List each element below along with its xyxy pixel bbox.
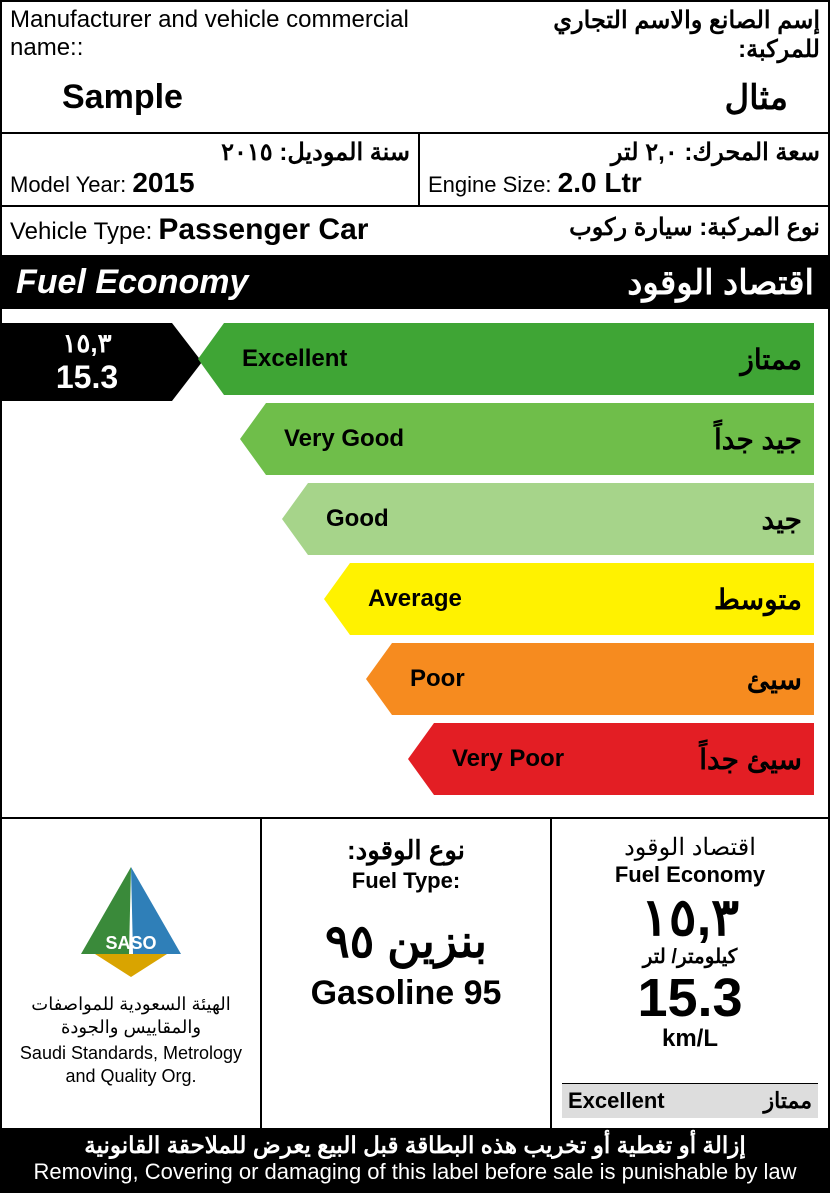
rating-bar-en: Very Good [284,425,404,453]
model-year-cell: سنة الموديل: ٢٠١٥ Model Year: 2015 [2,134,420,205]
rating-bar-body: Very Poor سيئ جداً [434,723,814,795]
rating-bar-en: Very Poor [452,745,564,773]
band-right: اقتصاد الوقود [627,263,814,303]
header-section: Manufacturer and vehicle commercial name… [2,2,828,134]
header-title-ar: إسم الصانع والاسم التجاري للمركبة: [475,6,820,64]
footer-warning: إزالة أو تغطية أو تخريب هذه البطاقة قبل … [2,1128,828,1191]
rating-bar-ar: سيئ [747,663,802,696]
footer-ar: إزالة أو تغطية أو تخريب هذه البطاقة قبل … [8,1132,822,1159]
vehicle-type-row: Vehicle Type: Passenger Car نوع المركبة:… [2,207,828,257]
rating-bar-arrow-icon [198,323,224,395]
fuel-label-en: Fuel Type: [272,868,540,894]
rating-bar-ar: ممتاز [740,343,802,376]
rating-bar-en: Good [326,505,389,533]
saso-org-en: Saudi Standards, Metrology and Quality O… [12,1042,250,1089]
rating-bar-ar: جيد [762,503,802,536]
rating-bar-arrow-icon [366,643,392,715]
fuel-economy-band: Fuel Economy اقتصاد الوقود [2,257,828,309]
rating-bar: Very Good جيد جداً [214,403,814,475]
footer-en: Removing, Covering or damaging of this l… [8,1159,822,1185]
badge-ar: ١٥,٣ [62,328,111,359]
economy-cell: اقتصاد الوقود Fuel Economy ١٥,٣ كيلومتر/… [552,819,828,1128]
economy-unit-en: km/L [662,1025,718,1053]
fuel-value-ar: بنزين ٩٥ [272,914,540,968]
rating-bar-arrow-icon [240,403,266,475]
rating-bar-en: Excellent [242,345,347,373]
rating-bar-arrow-icon [324,563,350,635]
header-title-en: Manufacturer and vehicle commercial name… [10,6,475,64]
band-left: Fuel Economy [16,263,248,303]
fuel-economy-label: Manufacturer and vehicle commercial name… [0,0,830,1193]
fuel-value-en: Gasoline 95 [272,974,540,1013]
saso-org-ar: الهيئة السعودية للمواصفات والمقاييس والج… [12,993,250,1040]
badge-en: 15.3 [56,359,118,396]
rating-bar-body: Poor سيئ [392,643,814,715]
saso-logo-text: SASO [105,933,156,953]
economy-label-ar: اقتصاد الوقود [624,833,756,862]
rating-bar: Excellent ممتاز [214,323,814,395]
rating-bars: Excellent ممتاز Very Good جيد جداً Good جيد Av… [214,323,814,803]
rating-bar: Very Poor سيئ جداً [214,723,814,795]
rating-badge: ١٥,٣ 15.3 [2,323,202,401]
model-year-label-en: Model Year: [10,172,126,197]
rating-bar-body: Excellent ممتاز [224,323,814,395]
economy-unit-ar: كيلومتر/ لتر [643,944,738,969]
rating-bar-ar: جيد جداً [714,423,802,456]
model-year-ar: سنة الموديل: ٢٠١٥ [10,138,410,167]
rating-bar-arrow-icon [282,483,308,555]
rating-bar-arrow-icon [408,723,434,795]
model-year-value: 2015 [132,167,194,198]
vehicle-type-value-en: Passenger Car [158,213,368,247]
saso-logo-icon: SASO [51,859,211,989]
vehicle-type-ar: نوع المركبة: سيارة ركوب [569,213,820,247]
rating-bar-body: Good جيد [308,483,814,555]
rating-bar: Average متوسط [214,563,814,635]
fuel-type-cell: نوع الوقود: Fuel Type: بنزين ٩٥ Gasoline… [262,819,552,1128]
rating-bar-en: Poor [410,665,465,693]
engine-value: 2.0 Ltr [558,167,642,198]
name-ar: مثال [724,78,788,118]
engine-cell: سعة المحرك: ٢,٠ لتر Engine Size: 2.0 Ltr [420,134,828,205]
engine-ar: سعة المحرك: ٢,٠ لتر [428,138,820,167]
rating-bar: Poor سيئ [214,643,814,715]
engine-label-en: Engine Size: [428,172,552,197]
rating-bar: Good جيد [214,483,814,555]
rating-ar: ممتاز [764,1088,812,1114]
economy-num-ar: ١٥,٣ [641,892,739,944]
rating-bar-body: Very Good جيد جداً [266,403,814,475]
rating-bar-ar: سيئ جداً [699,743,802,776]
rating-bar-ar: متوسط [714,583,802,616]
name-en: Sample [62,78,183,118]
fuel-label-ar: نوع الوقود: [272,835,540,866]
economy-label-en: Fuel Economy [615,862,765,888]
vehicle-type-label-en: Vehicle Type: [10,218,152,246]
bottom-section: SASO الهيئة السعودية للمواصفات والمقاييس… [2,819,828,1128]
saso-cell: SASO الهيئة السعودية للمواصفات والمقاييس… [2,819,262,1128]
specs-row: سنة الموديل: ٢٠١٥ Model Year: 2015 سعة ا… [2,134,828,207]
rating-en: Excellent [568,1088,665,1114]
rating-bar-en: Average [368,585,462,613]
rating-chart: ١٥,٣ 15.3 Excellent ممتاز Very Good جيد جدا… [2,309,828,819]
rating-bar-body: Average متوسط [350,563,814,635]
economy-num-en: 15.3 [637,971,742,1025]
rating-strip: Excellent ممتاز [562,1083,818,1118]
